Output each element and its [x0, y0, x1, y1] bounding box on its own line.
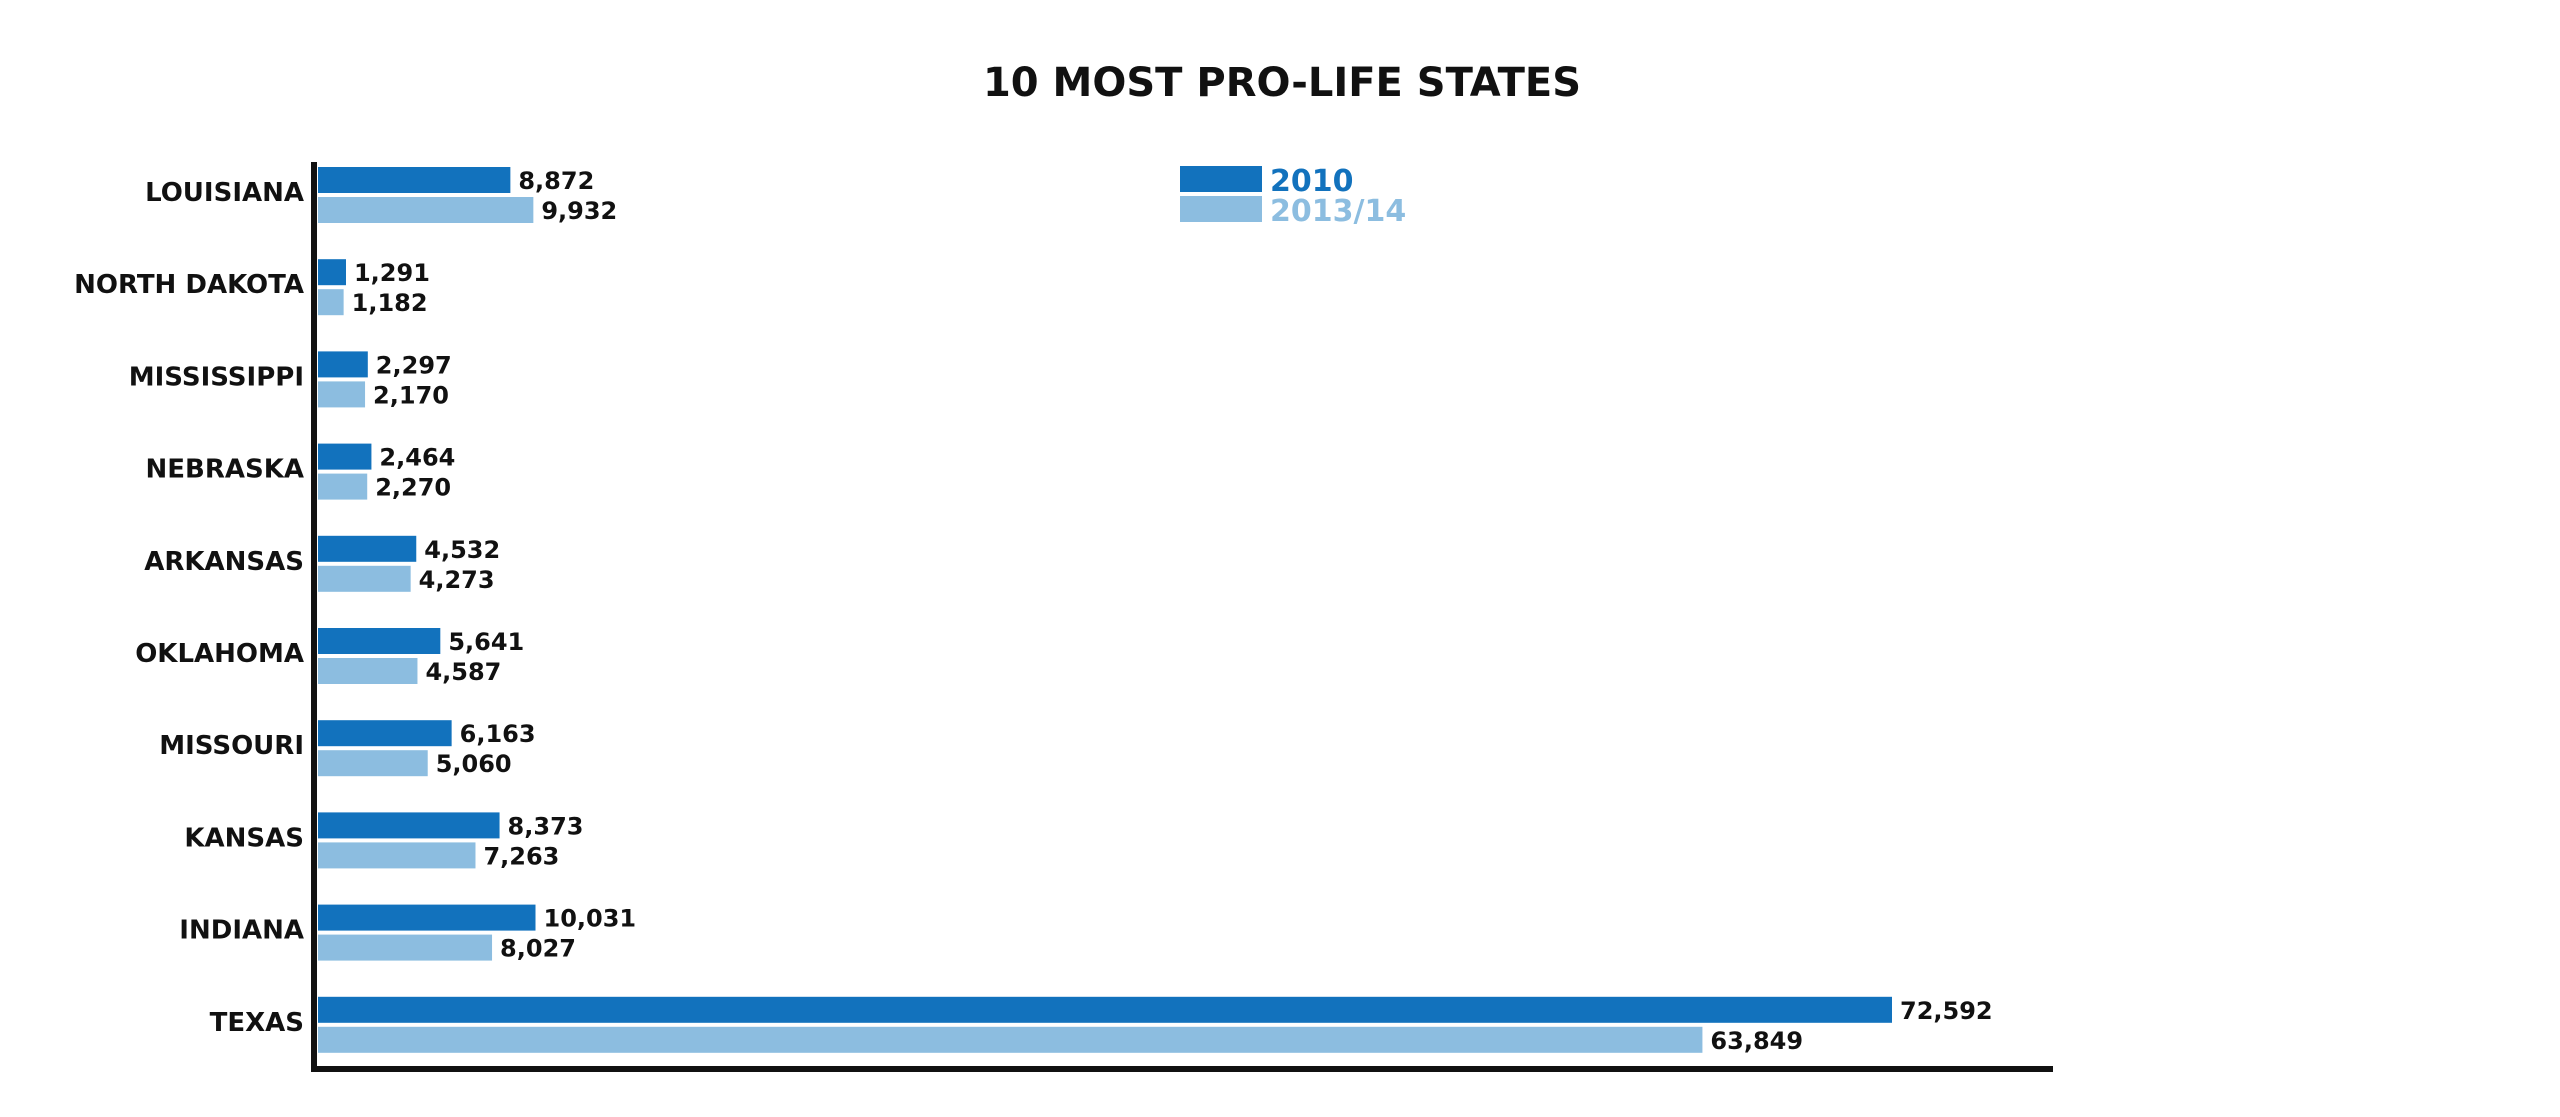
category-label-mississippi: MISSISSIPPI [129, 362, 304, 392]
value-label-indiana-2013-14: 8,027 [500, 935, 576, 963]
legend-label-2010: 2010 [1270, 164, 1354, 199]
category-label-louisiana: LOUISIANA [145, 178, 304, 208]
category-label-nebraska: NEBRASKA [146, 455, 304, 485]
bar-oklahoma-2010 [318, 628, 441, 654]
value-label-north-dakota-2013-14: 1,182 [352, 289, 428, 317]
value-label-oklahoma-2013-14: 4,587 [425, 658, 501, 686]
category-label-north-dakota: NORTH DAKOTA [74, 270, 304, 300]
category-label-kansas: KANSAS [184, 823, 304, 853]
value-label-missouri-2013-14: 5,060 [436, 750, 512, 778]
value-label-kansas-2010: 8,373 [508, 812, 584, 840]
category-label-indiana: INDIANA [179, 916, 304, 946]
bars [318, 167, 1892, 1053]
bar-north-dakota-2010 [318, 259, 346, 286]
bar-mississippi-2013-14 [318, 381, 366, 408]
category-label-arkansas: ARKANSAS [144, 547, 304, 577]
category-label-oklahoma: OKLAHOMA [135, 639, 304, 669]
bar-north-dakota-2013-14 [318, 289, 344, 316]
bar-kansas-2013-14 [318, 842, 476, 869]
value-label-louisiana-2010: 8,872 [518, 167, 594, 195]
category-label-missouri: MISSOURI [159, 731, 304, 761]
legend-swatch-2013-14 [1180, 196, 1262, 222]
bar-louisiana-2013-14 [318, 197, 534, 223]
category-label-texas: TEXAS [210, 1008, 304, 1038]
value-label-nebraska-2010: 2,464 [379, 444, 455, 472]
value-label-mississippi-2010: 2,297 [376, 351, 452, 379]
x-axis-line [311, 1066, 2053, 1072]
value-label-missouri-2010: 6,163 [460, 720, 536, 748]
bar-oklahoma-2013-14 [318, 658, 418, 684]
bar-indiana-2013-14 [318, 934, 493, 961]
value-label-mississippi-2013-14: 2,170 [373, 381, 449, 409]
y-axis-line [311, 162, 317, 1072]
bar-missouri-2013-14 [318, 750, 428, 777]
value-label-texas-2010: 72,592 [1900, 997, 1993, 1025]
category-labels: LOUISIANA NORTH DAKOTA MISSISSIPPI NEBRASKA… [74, 178, 304, 1038]
bar-missouri-2010 [318, 720, 452, 747]
bar-arkansas-2010 [318, 535, 417, 562]
bar-indiana-2010 [318, 904, 536, 931]
bar-texas-2013-14 [318, 1026, 1703, 1053]
bar-nebraska-2013-14 [318, 473, 368, 500]
bar-louisiana-2010 [318, 167, 511, 193]
bar-kansas-2010 [318, 812, 500, 839]
bar-nebraska-2010 [318, 443, 372, 470]
value-label-louisiana-2013-14: 9,932 [541, 197, 617, 225]
legend-swatch-2010 [1180, 166, 1262, 192]
axes [311, 162, 2053, 1072]
value-label-kansas-2013-14: 7,263 [483, 842, 559, 870]
chart-title: 10 MOST PRO-LIFE STATES [983, 60, 1581, 106]
value-label-arkansas-2010: 4,532 [424, 536, 500, 564]
legend-label-2013-14: 2013/14 [1270, 194, 1406, 229]
value-label-nebraska-2013-14: 2,270 [375, 474, 451, 502]
value-label-indiana-2010: 10,031 [544, 905, 637, 933]
bar-mississippi-2010 [318, 351, 368, 378]
bar-texas-2010 [318, 996, 1892, 1023]
value-label-texas-2013-14: 63,849 [1710, 1027, 1803, 1055]
value-label-arkansas-2013-14: 4,273 [419, 566, 495, 594]
bar-arkansas-2013-14 [318, 565, 411, 592]
value-label-north-dakota-2010: 1,291 [354, 259, 430, 287]
value-label-oklahoma-2010: 5,641 [448, 628, 524, 656]
